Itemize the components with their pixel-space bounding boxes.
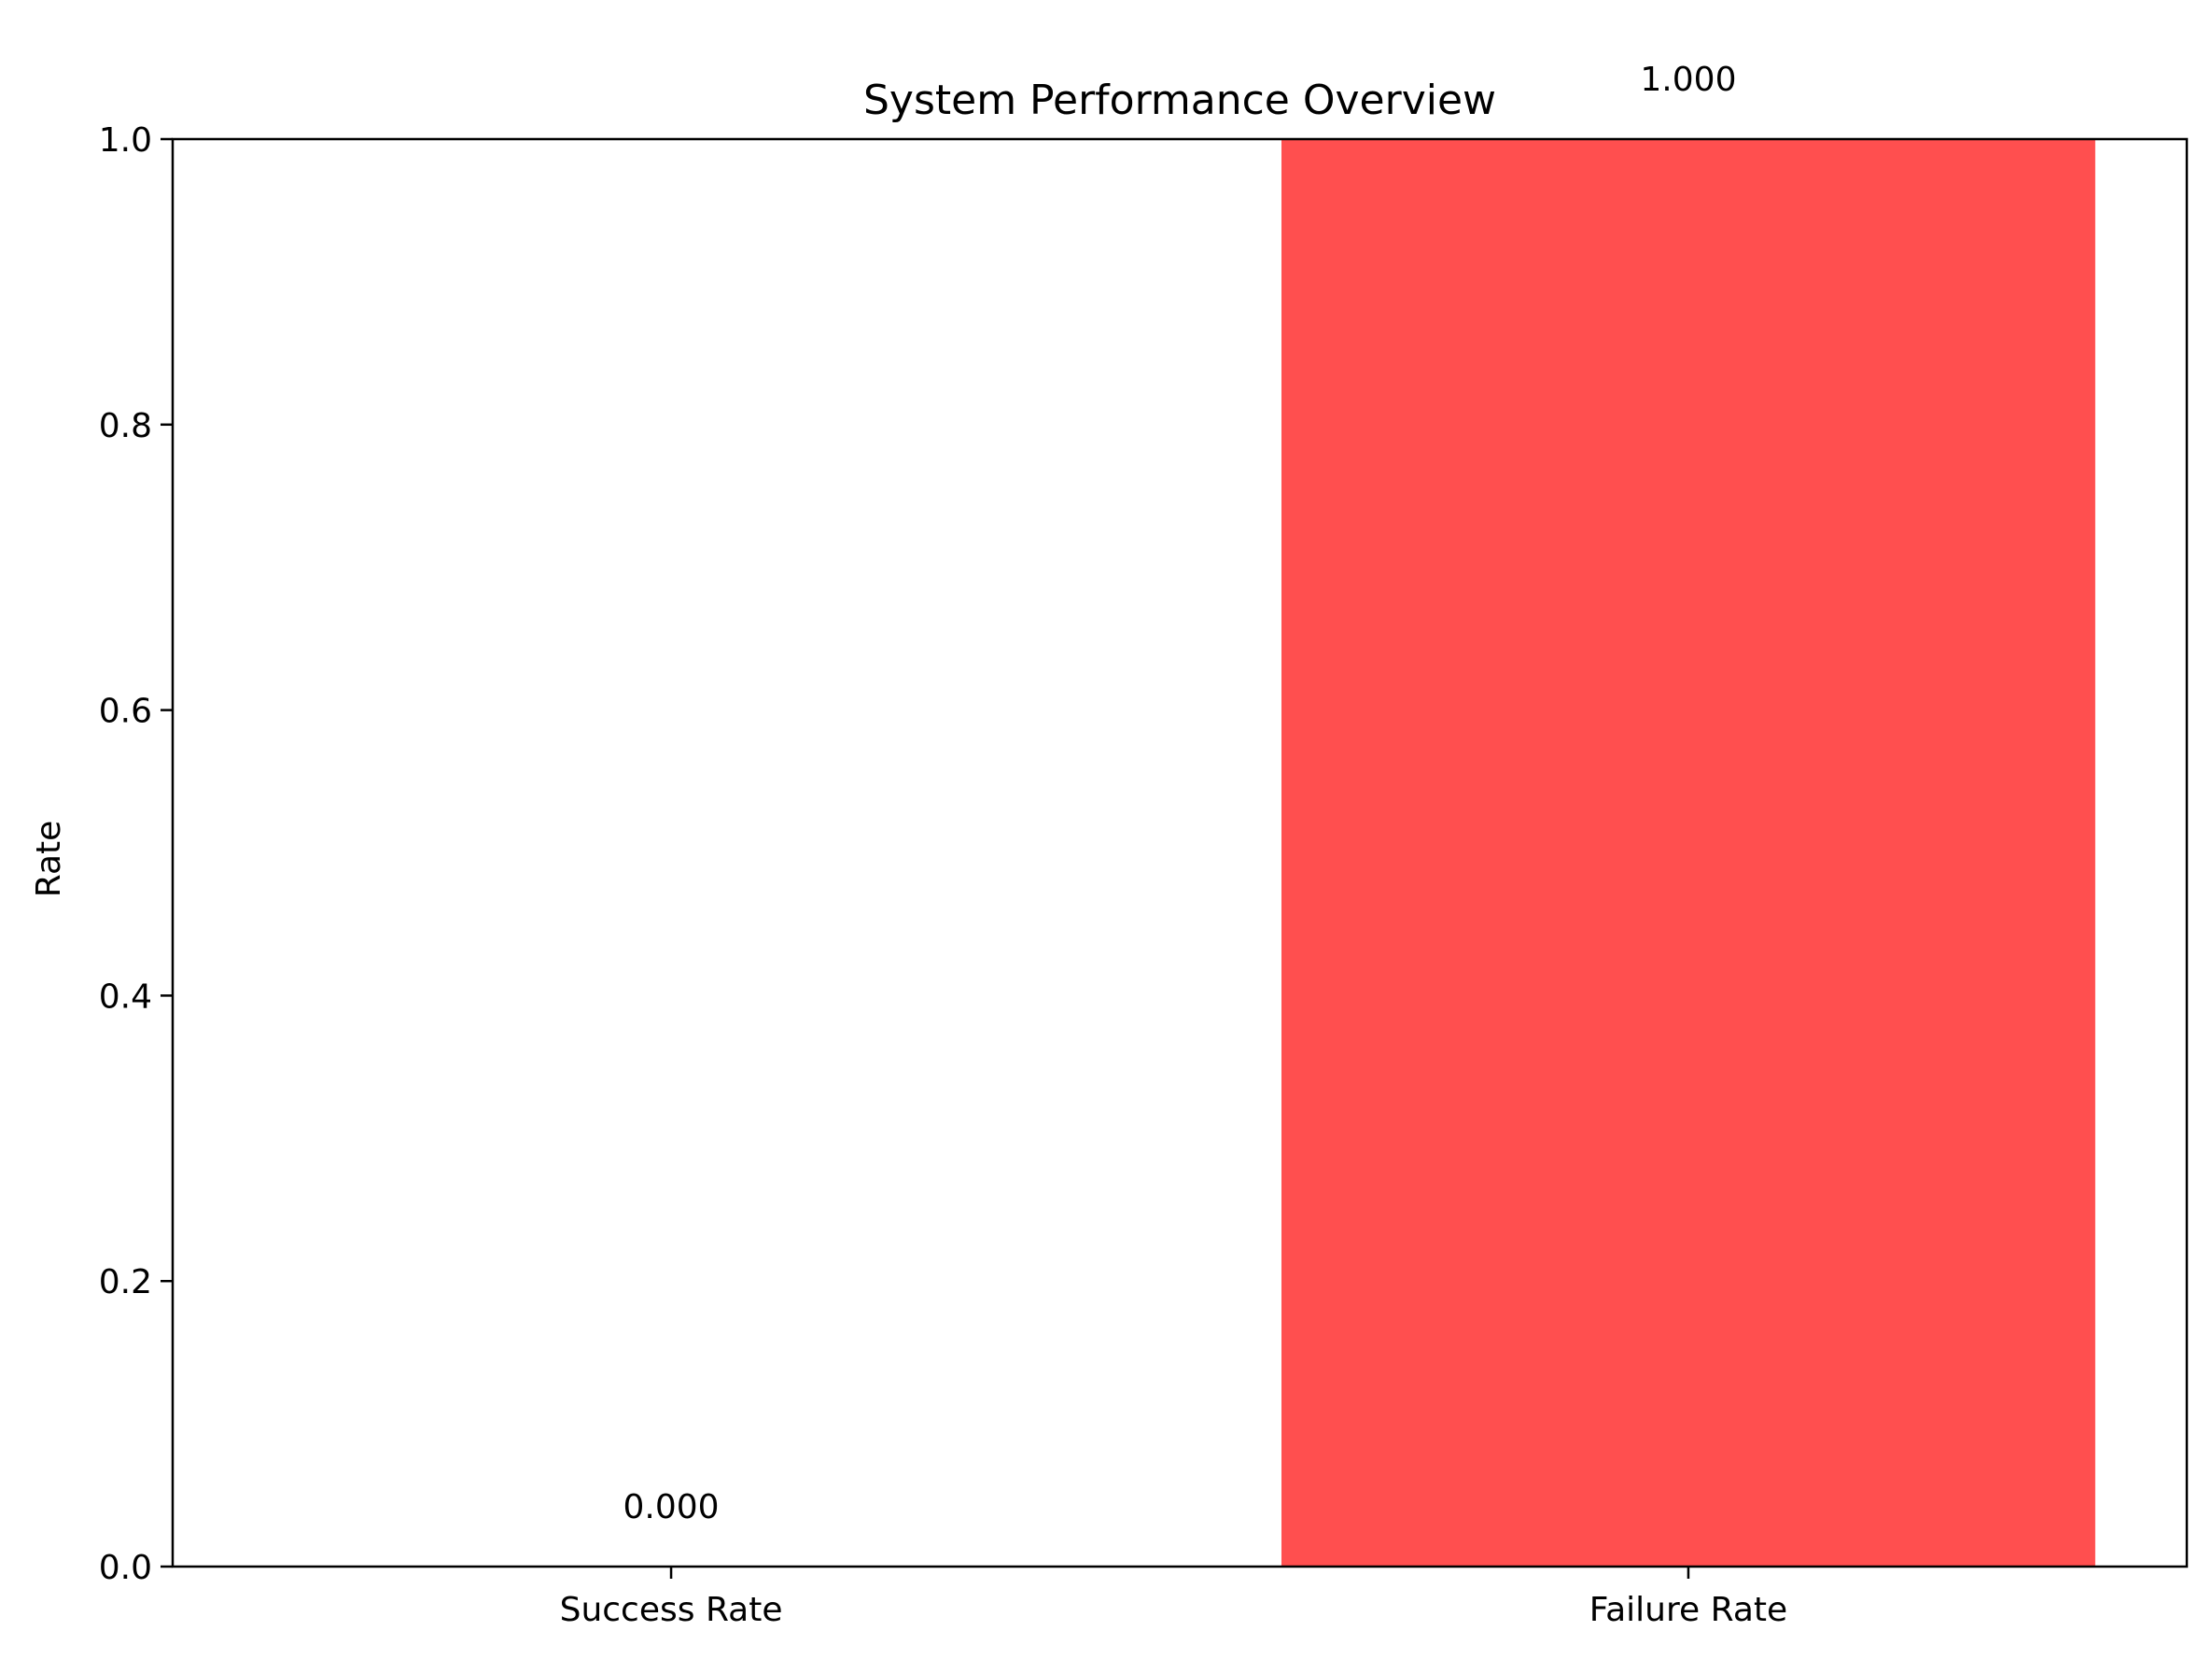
bar-failure-rate: [1281, 139, 2095, 1567]
data-label-failure-rate: 1.000: [1640, 61, 1736, 99]
y-tick-label: 0.0: [99, 1549, 152, 1587]
plot-frame: [171, 137, 2189, 1568]
ticks-layer: Success Rate Failure Rate 0.0 0.2 0.4 0.6 0.8 1…: [99, 121, 1787, 1629]
bars-layer: [1281, 139, 2095, 1567]
y-tick-label: 0.4: [99, 977, 152, 1016]
y-axis-label: Rate: [30, 821, 68, 898]
y-tick-label: 0.6: [99, 693, 152, 731]
data-labels-layer: 0.000 1.000: [623, 61, 1737, 1526]
data-label-success-rate: 0.000: [623, 1488, 720, 1526]
chart-title: System Performance Overview: [863, 77, 1496, 124]
y-tick-label: 1.0: [99, 121, 152, 160]
x-tick-label-success-rate: Success Rate: [560, 1591, 783, 1629]
x-tick-label-failure-rate: Failure Rate: [1589, 1591, 1787, 1629]
y-tick-label: 0.8: [99, 407, 152, 445]
y-tick-label: 0.2: [99, 1263, 152, 1301]
